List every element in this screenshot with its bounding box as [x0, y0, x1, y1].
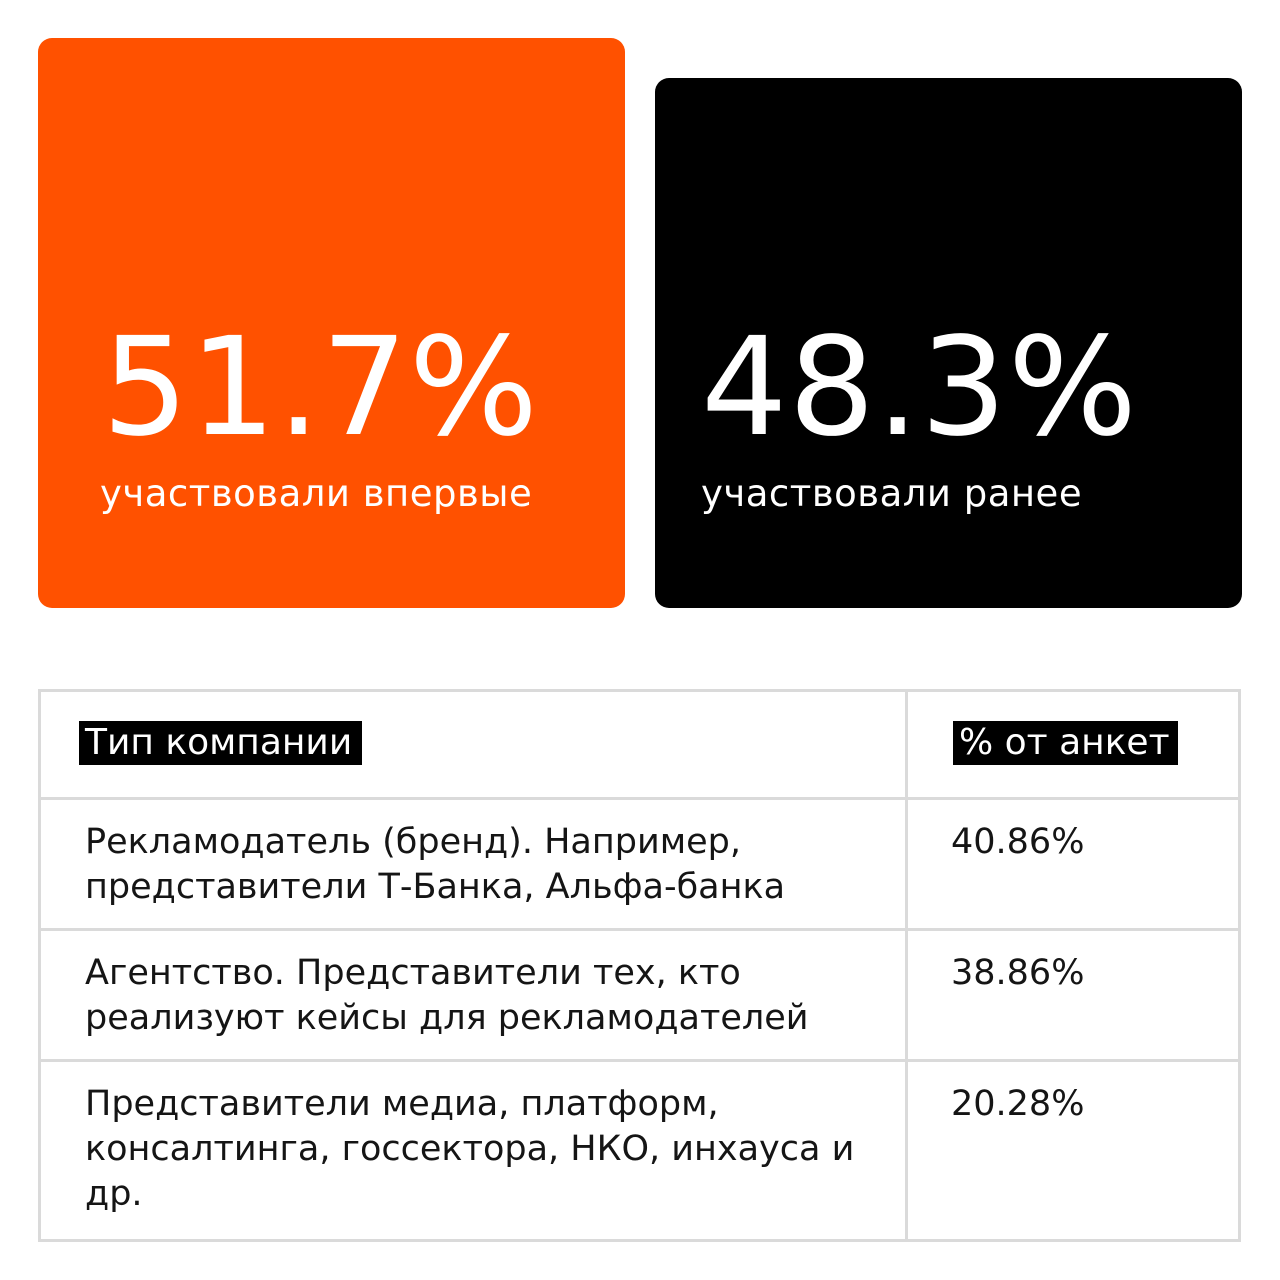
stat-card-previously: 48.3% участвовали ранее — [655, 78, 1242, 608]
header-company-type: Тип компании — [79, 721, 363, 765]
row-percent: 40.86% — [951, 822, 1085, 862]
row-percent: 38.86% — [951, 953, 1085, 993]
table-row: Представители медиа, платформ, консалтин… — [41, 1062, 1238, 1239]
row-company-type: Агентство. Представители тех, кто реализ… — [85, 953, 809, 1038]
table-row: Рекламодатель (бренд). Например, предста… — [41, 800, 1238, 931]
company-type-table: Тип компании % от анкет Рекламодатель (б… — [38, 689, 1241, 1242]
row-company-type: Представители медиа, платформ, консалтин… — [85, 1084, 855, 1214]
column-divider — [905, 692, 908, 1239]
stat-card-first-time: 51.7% участвовали впервые — [38, 38, 625, 608]
stat-label-first-time: участвовали впервые — [100, 472, 533, 515]
header-percent: % от анкет — [953, 721, 1178, 765]
stat-value-previously: 48.3% — [701, 309, 1139, 467]
table-row: Агентство. Представители тех, кто реализ… — [41, 931, 1238, 1062]
table-header-row: Тип компании % от анкет — [41, 692, 1238, 800]
row-percent: 20.28% — [951, 1084, 1085, 1124]
row-company-type: Рекламодатель (бренд). Например, предста… — [85, 822, 786, 907]
stat-value-first-time: 51.7% — [102, 309, 540, 467]
stat-label-previously: участвовали ранее — [701, 472, 1083, 515]
